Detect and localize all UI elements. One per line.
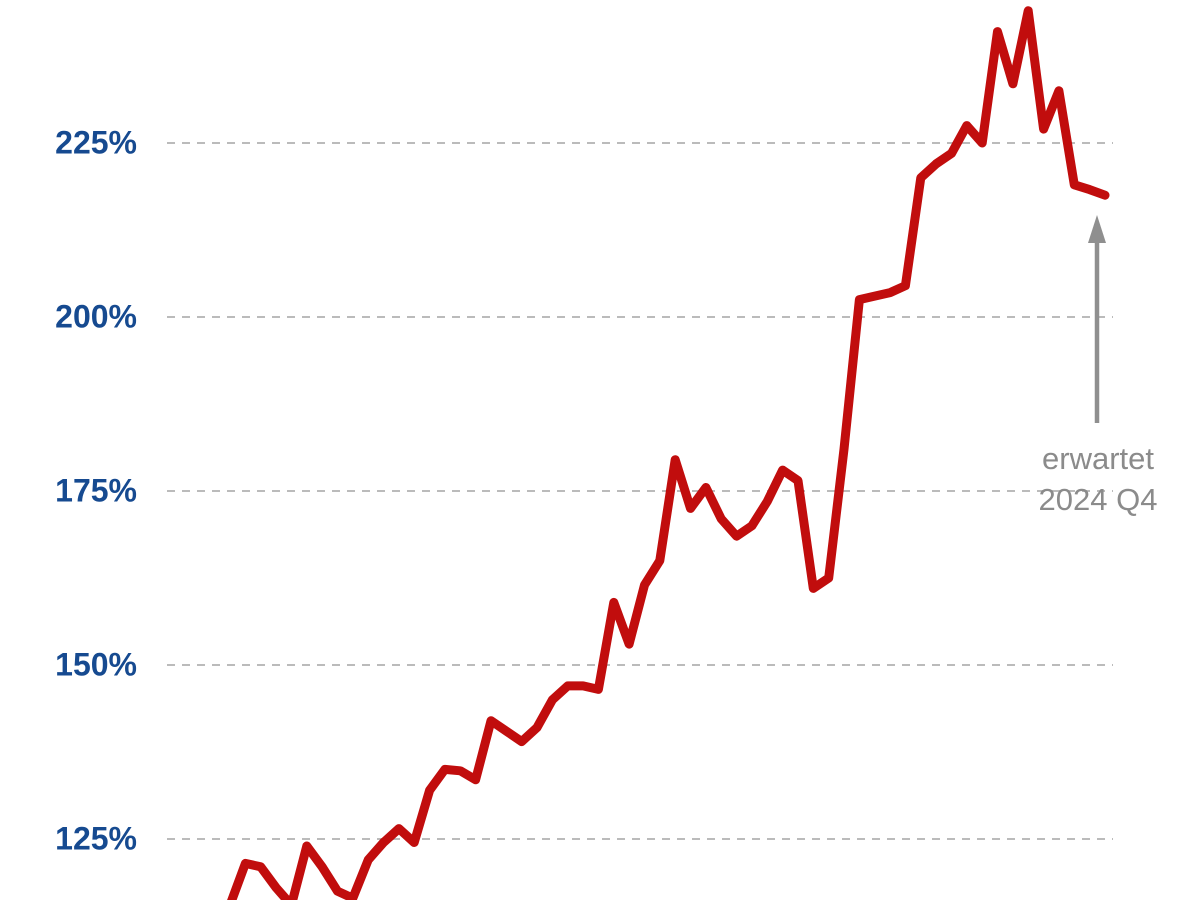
annotation: erwartet 2024 Q4: [1039, 438, 1158, 520]
y-axis-label: 175%: [55, 472, 137, 509]
y-axis-label: 125%: [55, 820, 137, 857]
data-line: [227, 6, 1110, 900]
y-axis-label: 150%: [55, 646, 137, 683]
annotation-arrow-head: [1088, 215, 1106, 243]
annotation-line2: 2024 Q4: [1038, 482, 1158, 517]
y-axis-label: 225%: [55, 124, 137, 161]
y-axis-label: 200%: [55, 298, 137, 335]
annotation-line1: erwartet: [1042, 441, 1154, 476]
